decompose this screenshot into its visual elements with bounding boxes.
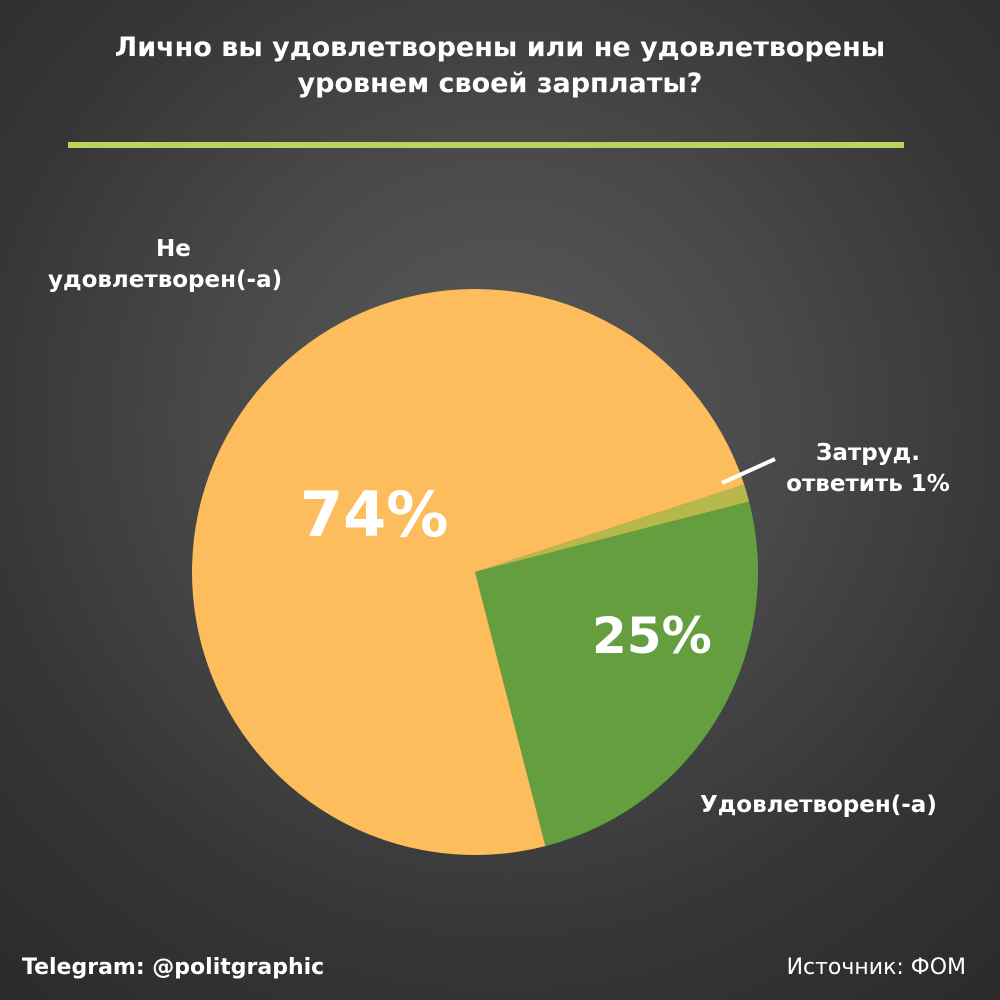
label-satisfied: Удовлетворен(-а) (700, 792, 937, 818)
source-credit: Источник: ФОМ (786, 955, 966, 980)
slice-unsatisfied (192, 289, 745, 855)
label-hard-to-answer-line2: ответить 1% (786, 471, 950, 497)
label-hard-to-answer: Затруд. ответить 1% (768, 438, 968, 500)
chart-title: Лично вы удовлетворены или не удовлетвор… (114, 32, 886, 99)
telegram-credit: Telegram: @politgraphic (22, 955, 325, 980)
slice-satisfied (475, 501, 758, 847)
label-unsatisfied-line1: Не (156, 236, 191, 262)
slice-hard-to-answer (475, 484, 750, 572)
label-unsatisfied-line2: удовлетворен(-а) (48, 267, 283, 293)
data-label-satisfied: 25% (592, 607, 712, 665)
label-unsatisfied: Не удовлетворен(-а) (48, 234, 348, 296)
label-hard-to-answer-line1: Затруд. (816, 440, 920, 466)
title-divider (68, 142, 904, 148)
data-label-unsatisfied: 74% (300, 478, 449, 551)
leader-line-hard-to-answer (721, 457, 776, 485)
